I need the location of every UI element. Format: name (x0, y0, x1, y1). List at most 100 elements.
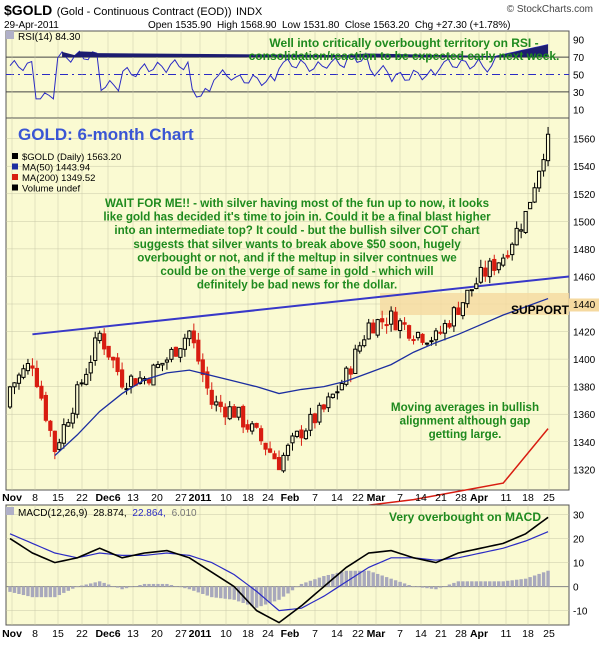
macd-marker-icon (6, 507, 14, 515)
rsi-line (9, 44, 549, 100)
candle-body (52, 430, 57, 453)
candle-body (48, 420, 53, 431)
macd-hist-bar (447, 584, 452, 587)
candle-body (115, 357, 120, 373)
rsi-tick-label: 30 (573, 88, 585, 99)
x-tick-label: Nov (2, 628, 22, 640)
candle-body (39, 385, 44, 399)
x-tick-label: Nov (2, 492, 22, 504)
candle-body (205, 371, 210, 389)
commentary: WAIT FOR ME!! - with silver having most … (103, 197, 491, 292)
candle-body (312, 413, 318, 424)
macd-hist-bar (541, 572, 546, 587)
x-tick-label: 15 (52, 492, 64, 504)
macd-hist-bar (438, 586, 443, 588)
macd-hist-bar (523, 578, 528, 587)
macd-hist-bar (299, 583, 304, 587)
legend-entry: MA(50) 1443.94 (22, 163, 90, 174)
macd-hist-bar (465, 581, 470, 587)
macd-hist-bar (201, 586, 205, 594)
macd-hist-bar (416, 586, 420, 588)
commentary-line: into an intermediate top? It could - but… (114, 224, 479, 237)
macd-hist-bar (519, 579, 523, 587)
macd-hist-bar (178, 586, 183, 588)
macd-hist-bar (375, 573, 380, 587)
macd-hist-bar (290, 586, 295, 591)
macd-hist-bar (120, 586, 124, 590)
x-tick-label: 27 (175, 492, 187, 504)
candle-body (402, 322, 407, 325)
candle-body (241, 405, 246, 428)
macd-hist-bar (483, 581, 487, 587)
macd-hist-bar (420, 586, 425, 588)
macd-hist-bar (66, 586, 70, 591)
x-tick-label: 22 (352, 492, 364, 504)
x-tick-label: 25 (543, 492, 555, 504)
candle-body (541, 159, 546, 172)
candle-body (465, 289, 470, 305)
candle-body (281, 454, 286, 472)
legend-entry: $GOLD (Daily) 1563.20 (22, 152, 121, 163)
candle-body (362, 339, 367, 347)
price-tick-label: 1520 (573, 190, 596, 201)
macd-hist-bar (53, 586, 57, 598)
macd-hist-bar (362, 570, 366, 587)
candle-body (299, 429, 304, 439)
candle-body (75, 384, 80, 415)
ma-note-line: alignment although gap (400, 415, 531, 428)
candle-body (344, 367, 349, 385)
macd-hist-bar (12, 586, 17, 593)
macd-hist-bar (8, 586, 12, 592)
x-tick-label: Apr (470, 628, 488, 640)
candle-body (317, 404, 322, 423)
price-tick-label: 1560 (573, 135, 596, 146)
macd-hist-bar (259, 586, 263, 607)
candle-body (200, 359, 205, 376)
candle-body (146, 378, 152, 384)
x-tick-label: 18 (522, 492, 534, 504)
candle-body (106, 345, 111, 358)
candle-body (384, 324, 389, 327)
price-tick-label: 1460 (573, 272, 596, 283)
candle-body (483, 267, 488, 277)
macd-hist-bar (219, 586, 223, 599)
x-tick-label: 7 (312, 492, 318, 504)
candle-body (415, 331, 421, 339)
macd-hist-bar (380, 575, 384, 587)
macd-hist-bar (510, 580, 514, 587)
macd-hist-bar (106, 584, 111, 587)
macd-hist-bar (241, 586, 245, 603)
macd-hist-bar (452, 582, 456, 587)
candle-body (339, 382, 344, 391)
macd-hist-bar (384, 577, 389, 587)
x-tick-label: 25 (543, 628, 555, 640)
candle-body (160, 362, 165, 366)
macd-hist-bar (17, 586, 21, 594)
symbol: $GOLD (4, 2, 53, 18)
candle-body (137, 377, 143, 385)
x-tick-label: 10 (220, 628, 232, 640)
macd-hist-bar (30, 586, 35, 598)
price-tick-label: 1540 (573, 162, 596, 173)
candle-body (353, 348, 358, 374)
x-tick-label: 21 (435, 492, 447, 504)
rsi-tick-label: 70 (573, 53, 585, 64)
x-tick-label: 2011 (189, 628, 212, 640)
rsi-axis: 90 70 50 30 10 (573, 36, 585, 117)
support-label: SUPPORT (511, 303, 570, 317)
candle-body (57, 442, 62, 450)
candle-body (111, 356, 116, 361)
candle-body (514, 227, 519, 246)
candle-body (469, 289, 474, 292)
candle-body (178, 348, 183, 358)
x-tick-label: Mar (367, 628, 386, 640)
x-tick-label: 7 (312, 628, 318, 640)
x-tick-label: 22 (76, 492, 88, 504)
candle-body (79, 382, 84, 385)
macd-hist-bar (183, 586, 187, 589)
candle-body (357, 345, 362, 352)
candle-body (66, 422, 71, 427)
